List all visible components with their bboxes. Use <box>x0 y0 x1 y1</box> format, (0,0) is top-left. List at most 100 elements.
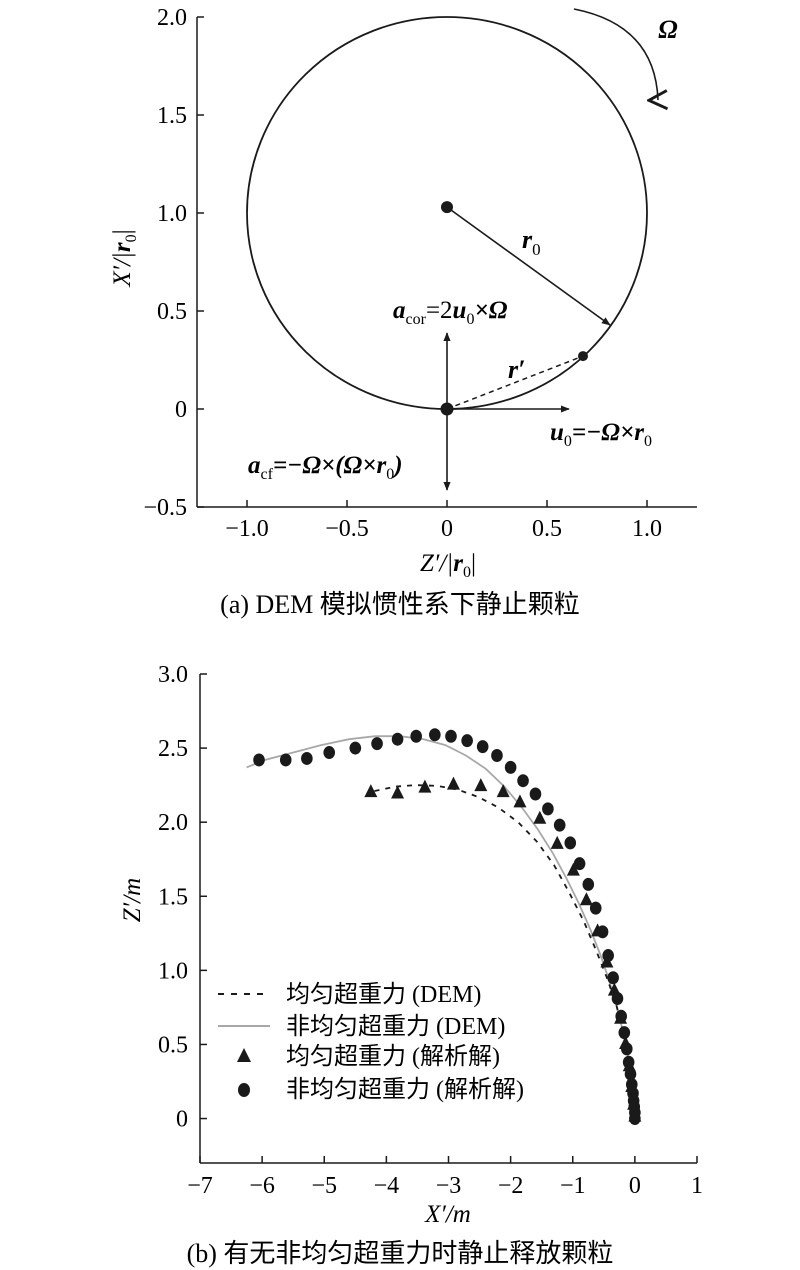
rprime-dashed-line <box>446 355 584 410</box>
panel-b-xtick-label: 0 <box>629 1173 641 1199</box>
legend-label-nonuniform-analytic: 非均匀超重力 (解析解) <box>286 1076 524 1103</box>
panel-a-ylabel: X′/|r0| <box>109 229 140 287</box>
triangle-marker <box>418 779 432 793</box>
circle-marker <box>517 774 529 788</box>
panel-b-ytick-label: 2.5 <box>158 736 188 762</box>
u0-sub: 0 <box>564 433 572 450</box>
panel-a-ytick-label: 2.0 <box>157 5 187 31</box>
circle-marker <box>445 729 457 743</box>
panel-b-ytick-label: 2.0 <box>158 810 188 836</box>
circle-marker <box>279 753 292 767</box>
panel-b-xtick-label: −2 <box>498 1173 524 1199</box>
omega-label: Ω <box>658 15 677 44</box>
circle-marker <box>323 746 336 760</box>
circle-marker <box>504 760 517 774</box>
acor-sub2: 0 <box>466 311 474 328</box>
panel-a-xlabel-bold: r <box>453 550 463 577</box>
u0-bold2: r <box>634 419 644 446</box>
legend-label-nonuniform-dem: 非均匀超重力 (DEM) <box>286 1013 505 1040</box>
circle-marker <box>391 732 404 746</box>
circle-marker <box>529 787 542 801</box>
panel-a-xlabel-sub: 0 <box>463 564 471 581</box>
circle-marker <box>301 751 313 765</box>
panel-b-xtick-label: −5 <box>311 1173 337 1199</box>
panel-a-xtick-label: 0.5 <box>532 516 562 542</box>
panel-b-ytick-label: 3.0 <box>158 662 188 688</box>
acf-rest: =−Ω×(Ω× <box>273 452 377 479</box>
acor-tail: ×Ω <box>474 297 507 324</box>
panel-a-xlabel-main: Z′/| <box>420 550 453 577</box>
acor-bold2: u <box>453 297 467 324</box>
panel-a-xtick-label: 1.0 <box>632 516 662 542</box>
panel-b-ytick-label: 1.0 <box>158 958 188 984</box>
u0-rest: =−Ω× <box>572 419 634 446</box>
panel-a-ytick-label: 0.5 <box>157 299 187 325</box>
panel-b-xlabel: X′/m <box>424 1201 471 1228</box>
circle-marker <box>611 992 624 1006</box>
circle-marker <box>491 749 503 762</box>
triangle-marker <box>446 776 460 790</box>
legend-label-uniform-dem: 均匀超重力 (DEM) <box>286 981 481 1008</box>
circle-marker <box>582 877 595 891</box>
triangle-marker <box>513 794 527 808</box>
circle-marker <box>476 740 489 754</box>
u0-label: u0=−Ω×r0 <box>550 419 652 450</box>
panel-a-ylabel-sub: 0 <box>123 234 140 242</box>
panel-a-ylabel-main: X′/| <box>109 252 136 288</box>
triangle-marker <box>550 835 564 849</box>
r0-arrow <box>446 206 611 326</box>
triangle-marker <box>391 785 405 799</box>
rprime-label: r′ <box>508 355 525 384</box>
circle-marker <box>620 1042 633 1056</box>
triangle-marker <box>496 784 510 798</box>
panel-a-xlabel: Z′/|r0| <box>420 550 476 581</box>
acf-sub: cf <box>261 466 274 483</box>
legend-swatch-uniform-analytic <box>237 1048 251 1062</box>
triangle-marker <box>579 892 593 906</box>
panel-b-xtick-label: −6 <box>249 1173 275 1199</box>
triangle-marker <box>533 810 547 824</box>
panel-b-caption: (b) 有无非均匀超重力时静止释放颗粒 <box>187 1239 614 1268</box>
panel-a-ticks: −1.0 −0.5 0 0.5 1.0 −0.5 0 0.5 1.0 1.5 2.0 <box>143 5 662 542</box>
panel-b-xtick-label: −3 <box>436 1173 462 1199</box>
circle-marker <box>618 1026 631 1040</box>
panel-b-ytick-label: 1.5 <box>158 884 188 910</box>
panel-a-shapes <box>246 8 658 491</box>
panel-a-ytick-label: 1.0 <box>157 201 187 227</box>
circle-marker <box>624 1067 637 1081</box>
panel-b-xtick-label: −7 <box>187 1173 213 1199</box>
triangle-marker <box>364 784 378 798</box>
acor-sub: cor <box>406 311 427 328</box>
circle-marker <box>410 729 422 743</box>
panel-a-xtick-label: 0 <box>441 516 453 542</box>
panel-a-ylabel-bold: r <box>109 242 136 252</box>
legend-swatch-nonuniform-analytic <box>238 1083 250 1097</box>
u0-main: u <box>550 419 564 446</box>
panel-b-xtick-label: −1 <box>560 1173 586 1199</box>
triangle-marker <box>566 862 580 876</box>
acf-label: acf=−Ω×(Ω×r0) <box>248 452 403 483</box>
circle-marker <box>429 728 441 742</box>
circle-marker <box>596 925 609 939</box>
panel-b-ticks: −7 −6 −5 −4 −3 −2 −1 0 1 0 0.5 1.0 1.5 2.0 2.5 3.0 <box>158 662 703 1199</box>
rim-point <box>578 351 588 362</box>
panel-b-ytick-label: 0 <box>176 1107 188 1133</box>
panel-a-xtick-label: −0.5 <box>325 516 369 542</box>
circle-marker <box>622 1055 635 1069</box>
particle-point <box>440 402 454 416</box>
acf-tail: ) <box>392 452 402 479</box>
series-line-nonuniform-dem <box>246 735 636 1119</box>
acf-bold2: r <box>376 452 386 479</box>
r0-label-sub: 0 <box>532 240 541 259</box>
circle-marker <box>253 753 265 767</box>
circle-marker <box>607 971 619 985</box>
circle-marker <box>602 949 614 963</box>
circle-marker <box>564 836 577 850</box>
panel-a-ytick-label: 0 <box>175 397 187 423</box>
r0-label-main: r <box>522 225 533 254</box>
circle-marker <box>615 1009 628 1023</box>
panel-b-ytick-label: 0.5 <box>158 1032 188 1058</box>
panel-a-ytick-label: 1.5 <box>157 103 187 129</box>
omega-rotation-arrow <box>573 8 658 100</box>
